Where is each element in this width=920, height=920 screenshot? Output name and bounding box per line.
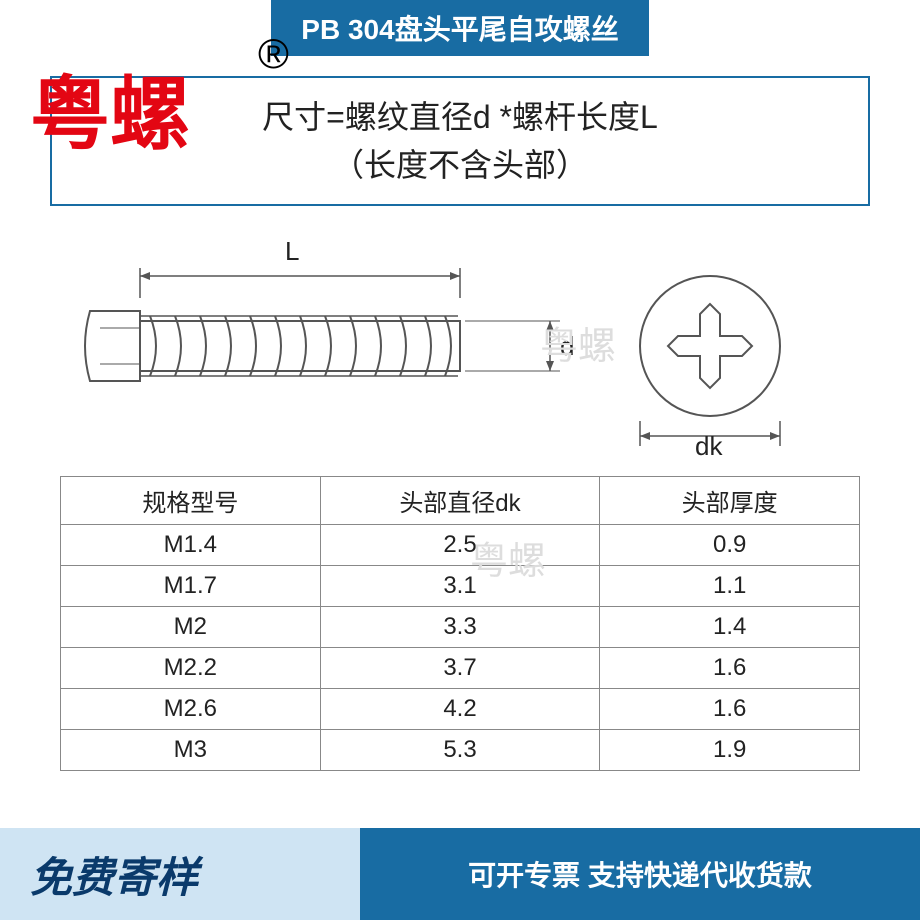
screw-diagram: L xyxy=(50,236,870,456)
table-row: M1.4 2.5 0.9 xyxy=(61,525,860,566)
table-row: M2.6 4.2 1.6 xyxy=(61,689,860,730)
table-header-row: 规格型号 头部直径dk 头部厚度 xyxy=(61,477,860,525)
header-title: PB 304盘头平尾自攻螺丝 xyxy=(271,0,648,56)
services-label: 可开专票 支持快递代收货款 xyxy=(360,828,920,920)
spec-table: 规格型号 头部直径dk 头部厚度 M1.4 2.5 0.9 M1.7 3.1 1… xyxy=(60,476,860,771)
table-body: M1.4 2.5 0.9 M1.7 3.1 1.1 M2 3.3 1.4 M2.… xyxy=(61,525,860,771)
bottom-banner: 免费寄样 可开专票 支持快递代收货款 xyxy=(0,828,920,920)
table-row: M1.7 3.1 1.1 xyxy=(61,566,860,607)
label-d: d xyxy=(560,331,574,362)
registered-symbol: ® xyxy=(258,30,289,78)
table-row: M2 3.3 1.4 xyxy=(61,607,860,648)
col-dk: 头部直径dk xyxy=(320,477,600,525)
label-dk: dk xyxy=(695,431,722,462)
col-thickness: 头部厚度 xyxy=(600,477,860,525)
table -row: M2.2 3.7 1.6 xyxy=(61,648,860,689)
table-row: M3 5.3 1.9 xyxy=(61,730,860,771)
col-spec: 规格型号 xyxy=(61,477,321,525)
free-sample-label: 免费寄样 xyxy=(0,828,360,920)
brand-watermark: 粤螺 xyxy=(30,50,190,166)
screw-svg xyxy=(50,236,870,456)
